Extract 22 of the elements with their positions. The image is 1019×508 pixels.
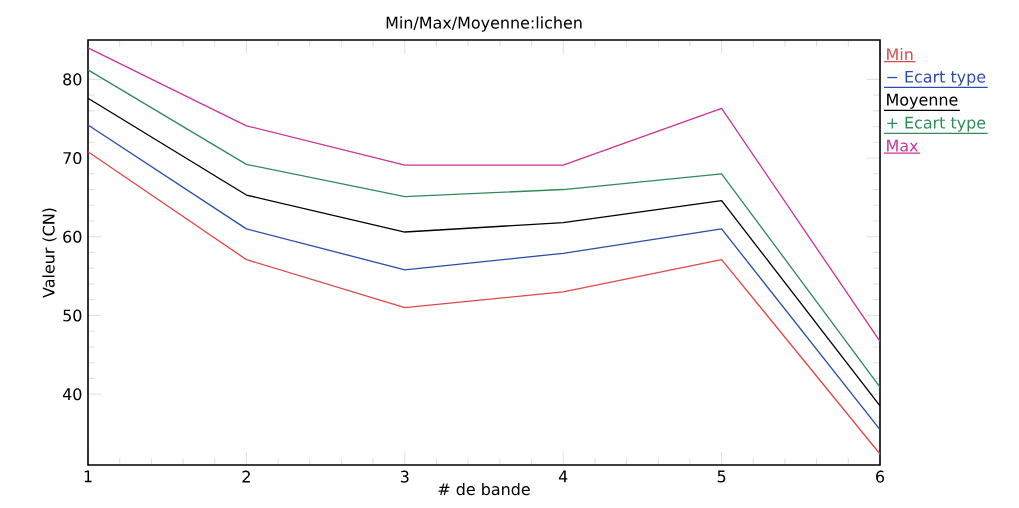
x-tick-label: 3 (400, 470, 409, 483)
chart-title: Min/Max/Moyenne:lichen (386, 16, 582, 32)
line-series (87, 124, 881, 431)
x-axis-title: # de bande (438, 482, 530, 496)
line-series (87, 47, 881, 343)
text: + Ecart type (887, 116, 986, 132)
text: Max (887, 139, 919, 152)
y-tick-label: 40 (62, 388, 82, 401)
x-tick-label: 4 (558, 470, 568, 483)
x-tick-label: 6 (876, 470, 885, 483)
line-series (87, 151, 881, 455)
x-tick-label: 5 (717, 470, 726, 483)
y-axis-title: Valeur (CN) (42, 208, 57, 298)
text: Moyenne (887, 93, 958, 109)
text: − Ecart type (887, 70, 986, 86)
text: Min (887, 47, 913, 61)
y-tick-label: 70 (63, 152, 82, 165)
x-tick-label: 2 (242, 470, 250, 483)
y-tick-label: 50 (63, 309, 82, 322)
y-tick-label: 60 (63, 230, 82, 243)
x-tick-label: 1 (84, 470, 92, 483)
y-tick-label: 80 (63, 73, 82, 86)
